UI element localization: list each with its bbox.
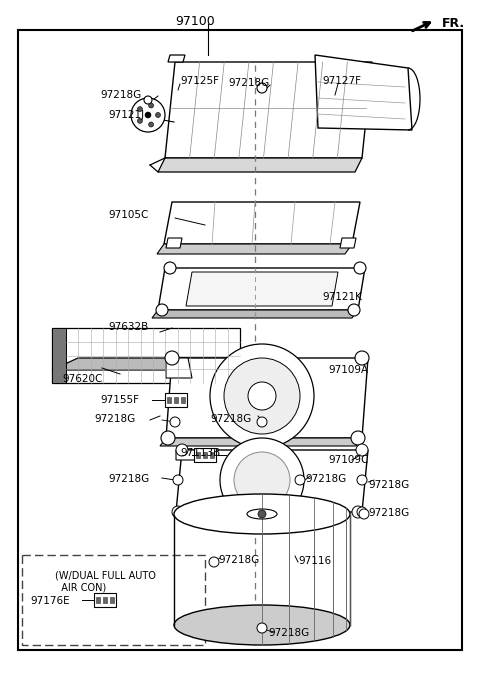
Text: 97116: 97116	[298, 556, 331, 566]
Text: 97109A: 97109A	[328, 365, 368, 375]
Circle shape	[248, 382, 276, 410]
Circle shape	[176, 444, 188, 456]
Polygon shape	[18, 30, 462, 650]
Circle shape	[224, 358, 300, 434]
Text: 97127F: 97127F	[322, 76, 361, 86]
Polygon shape	[203, 452, 207, 458]
Polygon shape	[166, 238, 182, 248]
Polygon shape	[52, 328, 240, 383]
Polygon shape	[167, 397, 171, 403]
Circle shape	[173, 475, 183, 485]
Text: 97218G: 97218G	[228, 78, 269, 88]
Text: (W/DUAL FULL AUTO: (W/DUAL FULL AUTO	[55, 570, 156, 580]
Polygon shape	[165, 393, 187, 407]
Circle shape	[356, 444, 368, 456]
Polygon shape	[176, 450, 200, 460]
Polygon shape	[194, 448, 216, 462]
Text: 97125F: 97125F	[180, 76, 219, 86]
Polygon shape	[52, 358, 240, 370]
Circle shape	[172, 506, 184, 518]
Polygon shape	[110, 597, 114, 603]
Ellipse shape	[247, 509, 277, 519]
Polygon shape	[164, 202, 360, 244]
Text: 97218G: 97218G	[210, 414, 251, 424]
Circle shape	[165, 351, 179, 365]
Circle shape	[210, 344, 314, 448]
Text: 97218G: 97218G	[268, 628, 309, 638]
Text: 97218G: 97218G	[94, 414, 135, 424]
Circle shape	[149, 122, 154, 127]
Polygon shape	[152, 310, 358, 318]
Text: 97218G: 97218G	[100, 90, 141, 100]
Circle shape	[220, 438, 304, 522]
Polygon shape	[340, 238, 356, 248]
Text: 97121K: 97121K	[322, 292, 362, 302]
Text: FR.: FR.	[442, 17, 465, 30]
Polygon shape	[94, 593, 116, 607]
Polygon shape	[165, 62, 372, 158]
Circle shape	[357, 507, 367, 517]
Polygon shape	[52, 328, 66, 383]
Circle shape	[145, 112, 151, 118]
Polygon shape	[186, 272, 338, 306]
Polygon shape	[103, 597, 107, 603]
Text: 97109C: 97109C	[328, 455, 368, 465]
Text: 97218G: 97218G	[368, 480, 409, 490]
Polygon shape	[168, 55, 185, 62]
Polygon shape	[158, 158, 362, 172]
Circle shape	[359, 509, 369, 519]
Circle shape	[137, 107, 143, 111]
Text: 97218G: 97218G	[368, 508, 409, 518]
Text: 97100: 97100	[175, 15, 215, 28]
Circle shape	[164, 262, 176, 274]
Circle shape	[257, 83, 267, 93]
Text: 97105C: 97105C	[108, 210, 148, 220]
Circle shape	[156, 304, 168, 316]
Text: 97113B: 97113B	[180, 448, 220, 458]
Circle shape	[258, 510, 266, 518]
Polygon shape	[158, 268, 365, 310]
Polygon shape	[166, 358, 368, 438]
Circle shape	[156, 112, 160, 118]
Polygon shape	[210, 452, 214, 458]
Ellipse shape	[174, 605, 350, 645]
Text: AIR CON): AIR CON)	[55, 583, 106, 593]
Text: 97155F: 97155F	[100, 395, 139, 405]
Text: 97176E: 97176E	[30, 596, 70, 606]
Circle shape	[144, 96, 152, 104]
Polygon shape	[160, 438, 362, 446]
Circle shape	[348, 304, 360, 316]
Circle shape	[161, 431, 175, 445]
Text: 97218G: 97218G	[305, 474, 346, 484]
Circle shape	[137, 118, 143, 123]
Circle shape	[354, 262, 366, 274]
Circle shape	[355, 351, 369, 365]
Circle shape	[257, 623, 267, 633]
Circle shape	[351, 431, 365, 445]
Text: 97121J: 97121J	[108, 110, 144, 120]
Circle shape	[149, 103, 154, 108]
Text: 97218G: 97218G	[218, 555, 259, 565]
Polygon shape	[96, 597, 100, 603]
Polygon shape	[181, 397, 185, 403]
Circle shape	[357, 475, 367, 485]
Circle shape	[131, 98, 165, 132]
Circle shape	[257, 417, 267, 427]
Polygon shape	[157, 244, 352, 254]
Polygon shape	[315, 55, 412, 130]
Circle shape	[234, 452, 290, 508]
Polygon shape	[176, 450, 368, 512]
Text: 97632B: 97632B	[108, 322, 148, 332]
Text: 97218G: 97218G	[108, 474, 149, 484]
Polygon shape	[174, 397, 178, 403]
Polygon shape	[166, 358, 192, 378]
Text: 97620C: 97620C	[62, 374, 102, 384]
Circle shape	[352, 506, 364, 518]
Ellipse shape	[174, 494, 350, 534]
Circle shape	[209, 557, 219, 567]
FancyBboxPatch shape	[22, 555, 205, 645]
Circle shape	[295, 475, 305, 485]
Polygon shape	[196, 452, 200, 458]
Circle shape	[170, 417, 180, 427]
